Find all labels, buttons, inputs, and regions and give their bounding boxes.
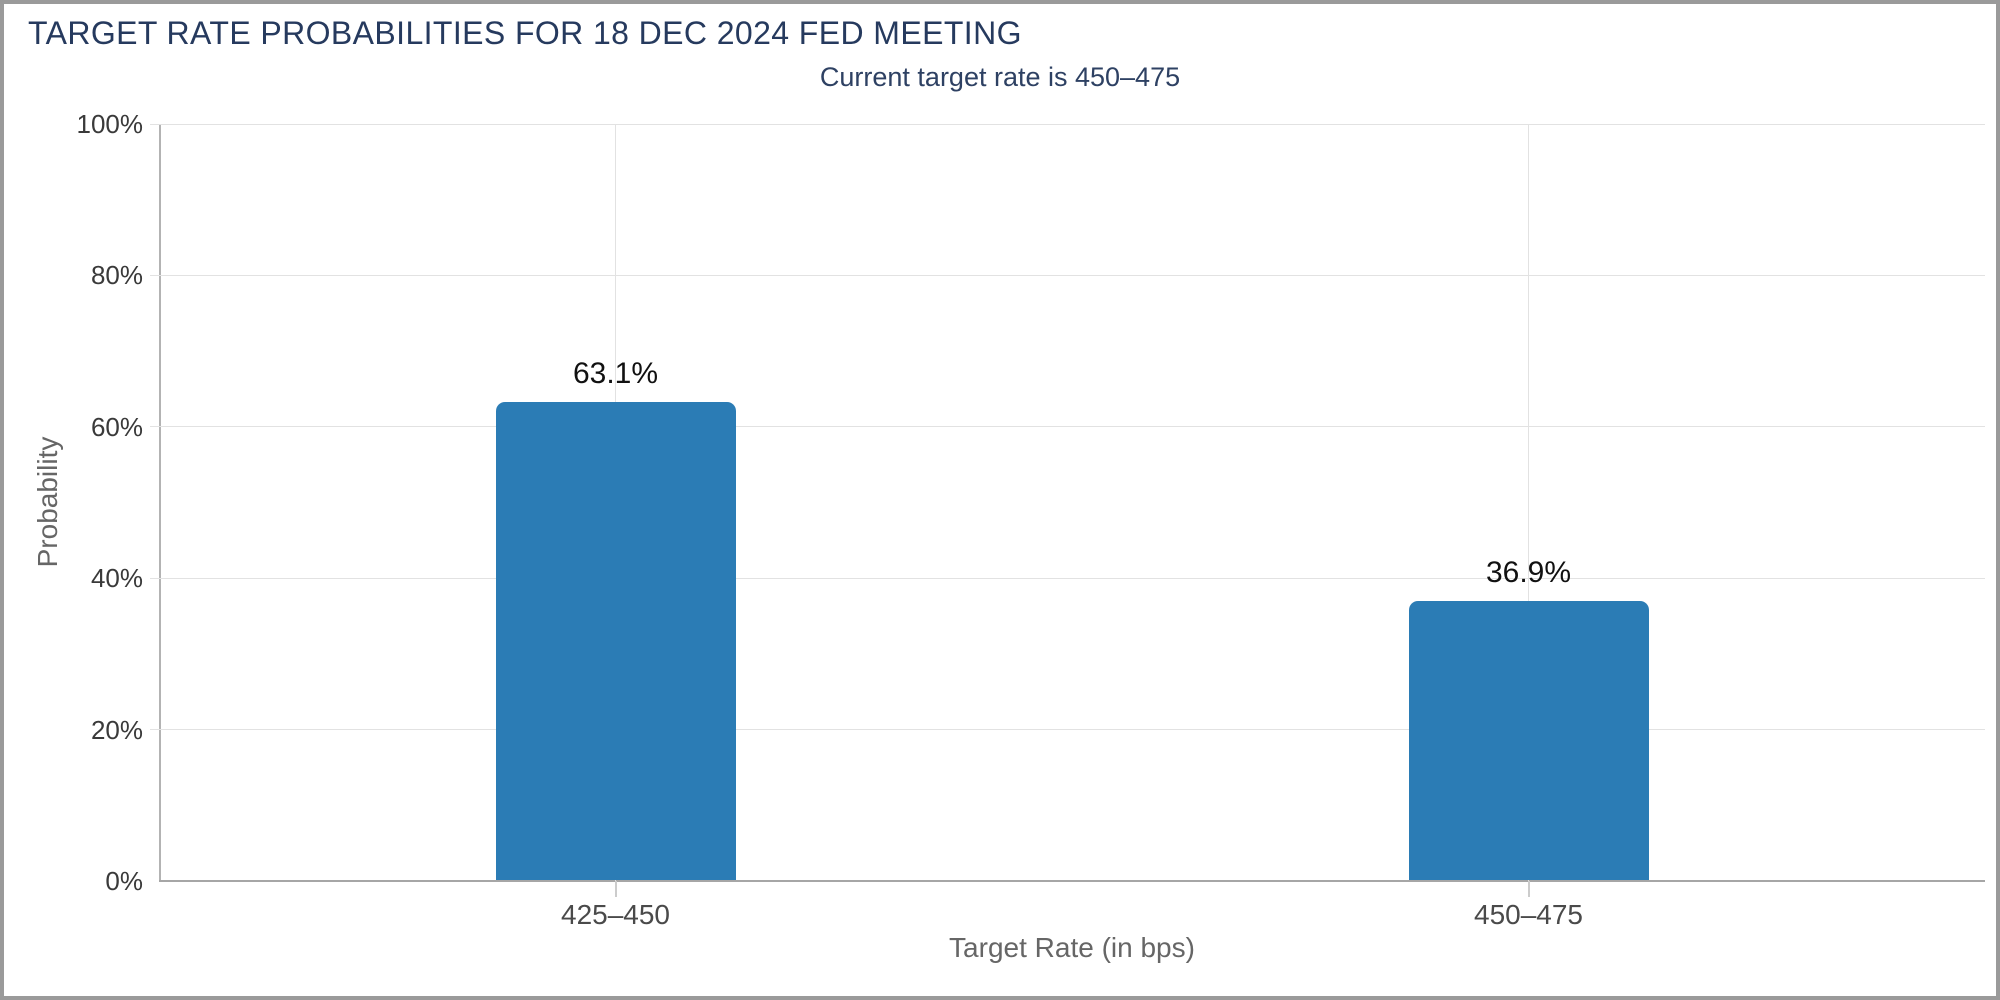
x-axis-line [159,880,1985,882]
y-gridline [150,426,1985,428]
y-gridline [150,729,1985,731]
x-tick [614,881,617,897]
x-tick [1527,881,1530,897]
y-axis-title-text: Probability [32,436,63,568]
bar [495,402,736,880]
bar [1408,600,1649,880]
chart-subtitle: Current target rate is 450–475 [819,62,1181,92]
bar-value-label: 36.9% [1485,555,1572,589]
y-tick-label: 0% [105,866,143,896]
plot-area: 0% 20% 40% 60% 80% 100% 63.1% 425–450 36.9% 450–4… [77,109,1985,930]
category-label: 450–475 [1473,899,1584,930]
y-tick-label: 20% [90,714,143,745]
y-tick-label: 60% [90,411,143,442]
y-gridline [150,123,1985,125]
y-tick-label: 100% [76,109,144,139]
y-tick-label: 40% [90,563,143,594]
y-gridline [150,274,1985,276]
y-tick-label: 80% [90,260,143,291]
bar-value-label: 63.1% [572,357,659,391]
x-axis-title: Target Rate (in bps) [949,932,1195,963]
category-label: 425–450 [560,899,671,930]
y-axis-line [159,124,161,881]
y-gridline [150,577,1985,579]
chart-title: TARGET RATE PROBABILITIES FOR 18 DEC 202… [28,15,1022,51]
category-gridline [1528,124,1529,881]
